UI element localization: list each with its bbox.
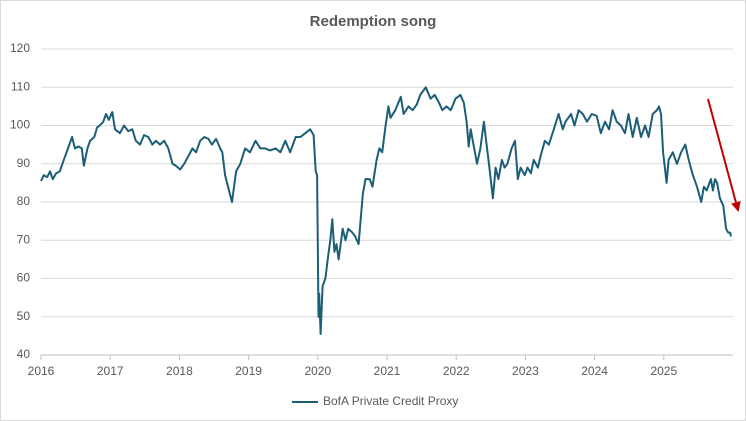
x-tick-label: 2023 [512,364,539,378]
x-tick-label: 2016 [28,364,55,378]
x-tick-label: 2017 [97,364,124,378]
x-tick-label: 2019 [235,364,262,378]
y-tick-label: 90 [17,156,31,170]
legend-label: BofA Private Credit Proxy [323,394,458,408]
x-tick-label: 2020 [304,364,331,378]
x-tick-label: 2021 [374,364,401,378]
y-tick-label: 60 [17,271,31,285]
y-tick-label: 50 [17,309,31,323]
y-tick-label: 110 [11,79,30,93]
y-tick-label: 40 [17,347,31,361]
y-tick-label: 80 [17,194,31,208]
y-tick-label: 70 [17,232,31,246]
annotation-arrow [707,98,741,212]
y-tick-label: 100 [10,118,30,132]
chart-title: Redemption song [310,13,437,30]
x-tick-label: 2022 [443,364,470,378]
plot-area: 40 50 60 70 80 90 100 110 120 2016 2017 2018 2019 202… [10,41,733,408]
data-line [40,86,732,335]
x-tick-label: 2024 [581,364,608,378]
y-tick-label: 120 [10,41,30,55]
x-tick-label: 2018 [166,364,193,378]
x-tick-label: 2025 [650,364,677,378]
